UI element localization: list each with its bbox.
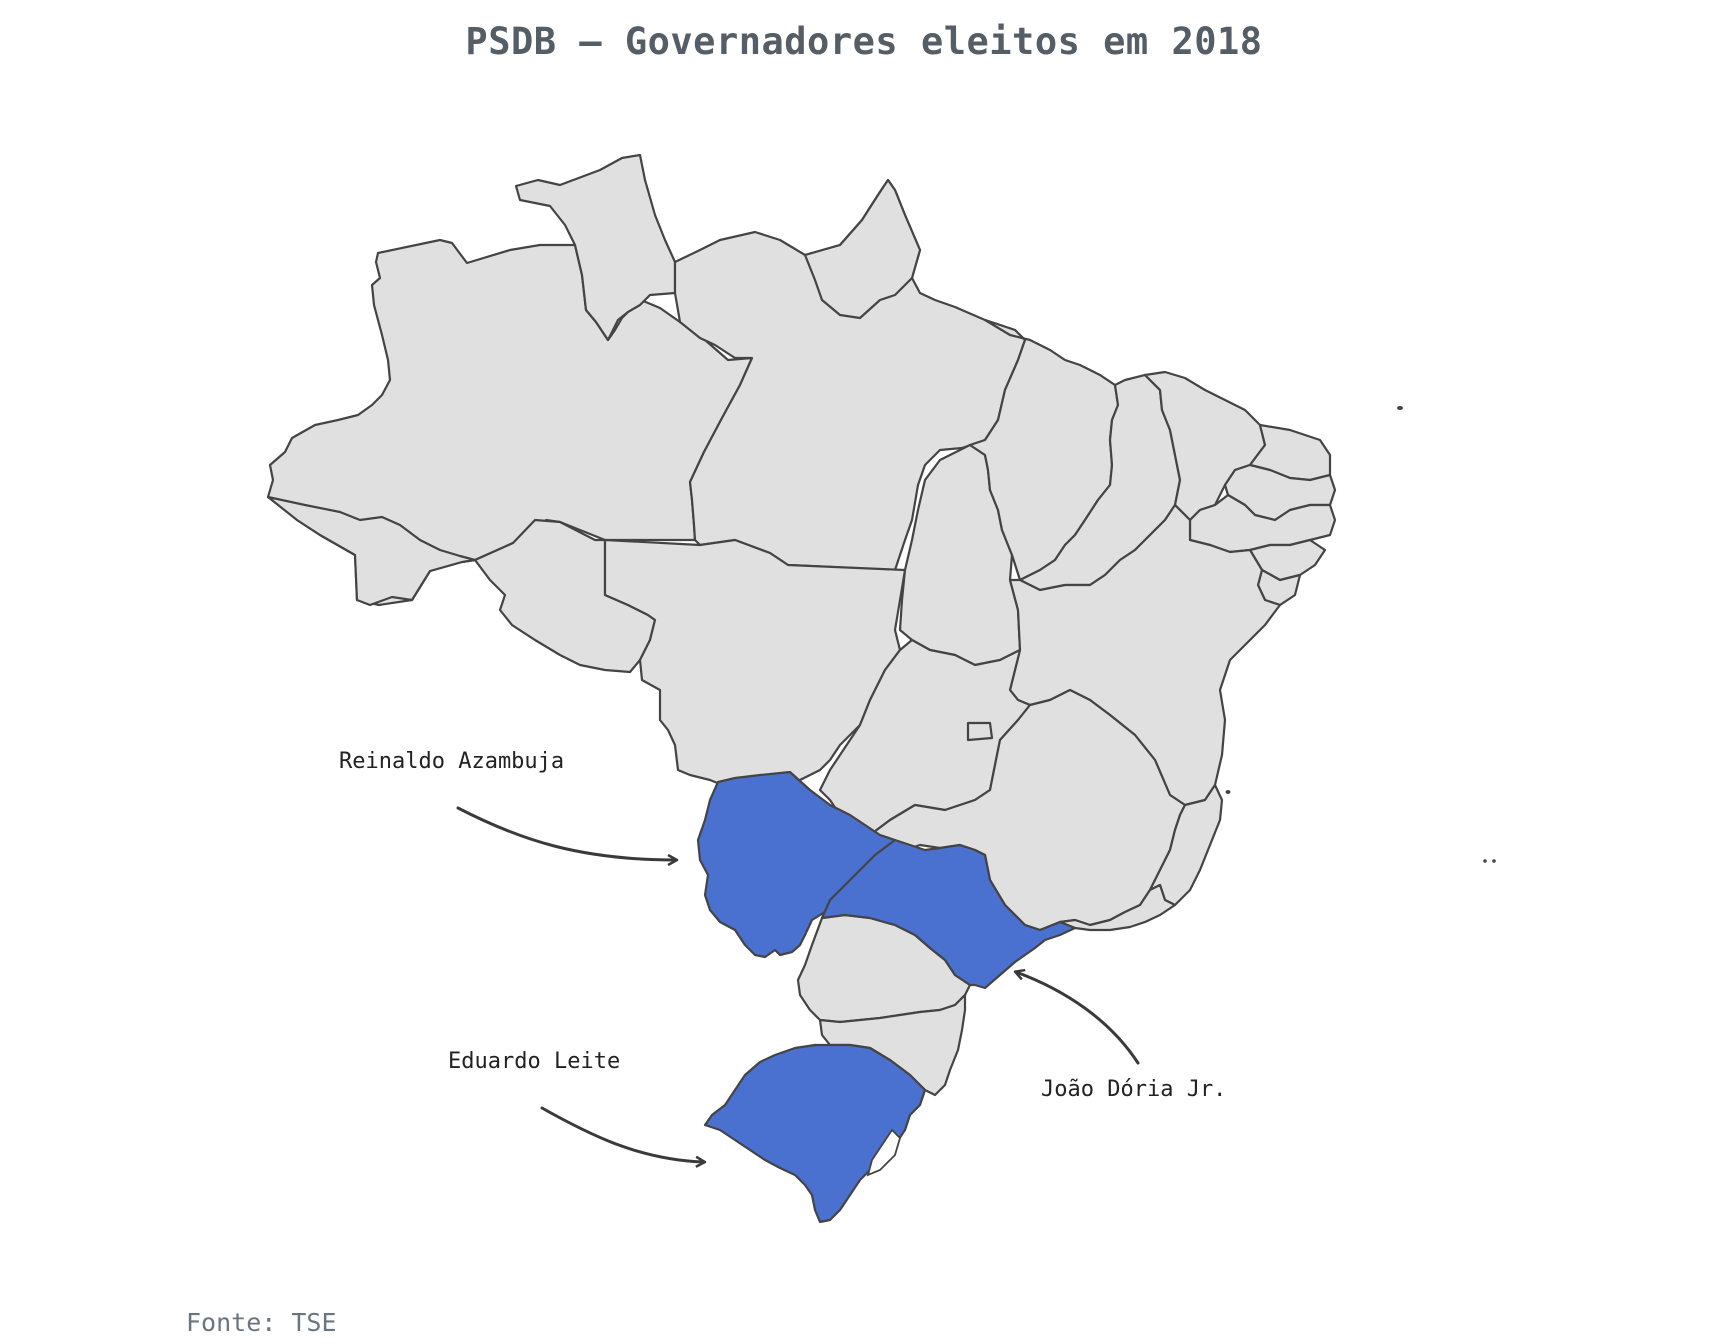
island-abrolhos — [1225, 790, 1231, 794]
state-rr — [514, 153, 677, 342]
label-governor-sp: João Dória Jr. — [1041, 1077, 1227, 1102]
map-title: PSDB – Governadores eleitos em 2018 — [465, 20, 1263, 63]
label-governor-ms: Reinaldo Azambuja — [339, 749, 565, 774]
lagoa-dos-patos — [866, 1128, 902, 1177]
label-governor-rs: Eduardo Leite — [448, 1049, 621, 1074]
arrow-rs — [540, 1106, 704, 1162]
island-trindade-1 — [1483, 859, 1487, 863]
state-ap — [803, 178, 922, 320]
state-rs — [703, 1043, 927, 1224]
state-sp — [820, 838, 1077, 990]
island-trindade-2 — [1492, 859, 1496, 863]
island-fernando-de-noronha — [1397, 406, 1403, 410]
arrow-ms — [456, 806, 676, 860]
arrow-sp — [1016, 972, 1140, 1065]
state-ms — [696, 770, 897, 959]
state-ac — [266, 495, 477, 607]
source-note: Fonte: TSE — [186, 1308, 337, 1337]
state-df — [966, 721, 994, 742]
state-rj — [1058, 883, 1177, 932]
